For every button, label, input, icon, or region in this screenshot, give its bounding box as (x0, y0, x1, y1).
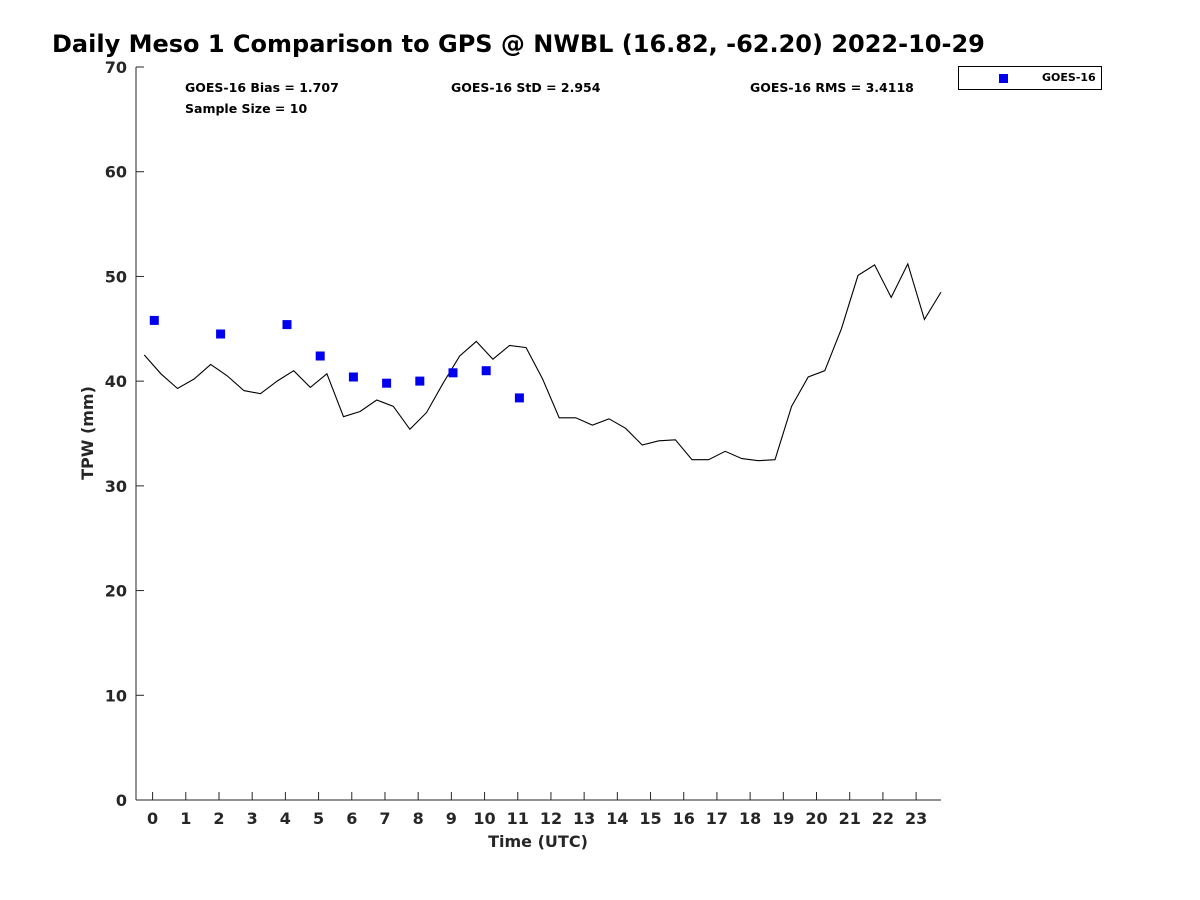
gps-line-series (143, 262, 942, 462)
x-tick-label: 1 (180, 809, 191, 828)
y-tick-label: 0 (116, 791, 127, 810)
x-tick-label: 13 (573, 809, 595, 828)
y-tick-label: 60 (105, 163, 127, 182)
x-tick-label: 14 (606, 809, 628, 828)
goes16-point (216, 329, 226, 339)
goes16-scatter-series (149, 315, 524, 403)
x-tick-label: 21 (839, 809, 861, 828)
gps-tpw-line (143, 262, 942, 462)
x-axis-label: Time (UTC) (488, 832, 588, 851)
goes16-point (282, 320, 292, 330)
x-tick-label: 0 (147, 809, 158, 828)
x-tick-label: 19 (772, 809, 794, 828)
x-tick-label: 11 (507, 809, 529, 828)
x-tick-label: 9 (446, 809, 457, 828)
goes16-point (448, 368, 458, 378)
x-tick-label: 5 (313, 809, 324, 828)
x-tick-label: 2 (213, 809, 224, 828)
x-tick-label: 20 (805, 809, 827, 828)
x-tick-label: 3 (247, 809, 258, 828)
sample-size-annotation: Sample Size = 10 (185, 101, 308, 116)
goes16-point (481, 366, 491, 376)
y-tick-label: 40 (105, 372, 127, 391)
axes (135, 67, 941, 801)
bias-annotation: GOES-16 Bias = 1.707 (185, 80, 339, 95)
x-tick-label: 7 (379, 809, 390, 828)
goes16-point (149, 315, 159, 325)
x-tick-label: 4 (280, 809, 291, 828)
goes16-point (415, 376, 425, 386)
x-tick-label: 16 (673, 809, 695, 828)
x-tick-label: 17 (706, 809, 728, 828)
goes16-point (315, 351, 325, 361)
legend: GOES-16 (958, 66, 1102, 90)
rms-annotation: GOES-16 RMS = 3.4118 (750, 80, 914, 95)
x-tick-label: 8 (413, 809, 424, 828)
goes16-point (514, 393, 524, 403)
legend-label-goes16: GOES-16 (1042, 71, 1096, 84)
y-tick-label: 30 (105, 477, 127, 496)
x-tick-label: 10 (473, 809, 495, 828)
x-tick-label: 22 (872, 809, 894, 828)
y-tick-label: 50 (105, 267, 127, 286)
y-axis-label: TPW (mm) (78, 386, 97, 480)
x-tick-label: 12 (540, 809, 562, 828)
chart-title: Daily Meso 1 Comparison to GPS @ NWBL (1… (52, 30, 985, 58)
x-tick-label: 15 (639, 809, 661, 828)
goes16-point (348, 372, 358, 382)
y-tick-label: 20 (105, 582, 127, 601)
y-tick-label: 10 (105, 686, 127, 705)
x-tick-label: 6 (346, 809, 357, 828)
y-tick-label: 70 (105, 58, 127, 77)
legend-marker-goes16 (999, 74, 1008, 83)
std-annotation: GOES-16 StD = 2.954 (451, 80, 601, 95)
x-tick-label: 18 (739, 809, 761, 828)
x-tick-label: 23 (905, 809, 927, 828)
goes16-point (382, 378, 392, 388)
